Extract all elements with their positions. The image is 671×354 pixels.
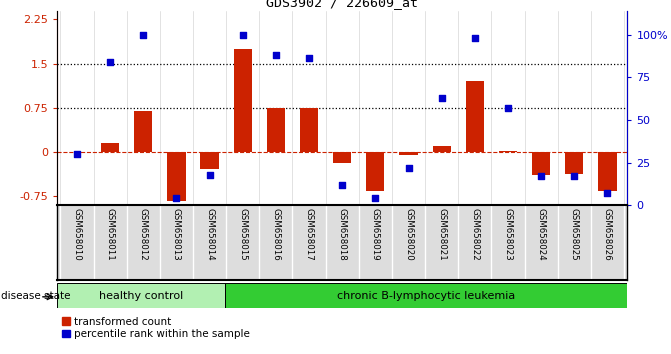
Text: GSM658017: GSM658017 — [305, 207, 313, 260]
Point — [238, 32, 248, 38]
Text: GSM658026: GSM658026 — [603, 207, 612, 260]
Bar — [366, 152, 384, 190]
Text: GSM658010: GSM658010 — [72, 207, 81, 260]
Point — [270, 52, 281, 58]
Point — [503, 105, 513, 111]
Title: GDS3902 / 226609_at: GDS3902 / 226609_at — [266, 0, 418, 10]
Text: GSM658014: GSM658014 — [205, 207, 214, 260]
Text: chronic B-lymphocytic leukemia: chronic B-lymphocytic leukemia — [337, 291, 515, 301]
Bar — [267, 108, 285, 152]
Bar — [599, 152, 617, 190]
Bar — [399, 152, 417, 155]
Point — [569, 173, 580, 179]
Text: disease state: disease state — [1, 291, 71, 301]
Text: GSM658021: GSM658021 — [437, 207, 446, 260]
Bar — [499, 151, 517, 152]
Point — [536, 173, 547, 179]
Point — [470, 35, 480, 41]
Bar — [433, 146, 451, 152]
Bar — [234, 49, 252, 152]
Point — [403, 165, 414, 171]
Text: GSM658012: GSM658012 — [139, 207, 148, 260]
Text: GSM658023: GSM658023 — [503, 207, 513, 260]
Text: GSM658020: GSM658020 — [404, 207, 413, 260]
Point — [105, 59, 115, 65]
Text: GSM658015: GSM658015 — [238, 207, 247, 260]
Point — [370, 196, 380, 201]
Bar — [134, 111, 152, 152]
Legend: transformed count, percentile rank within the sample: transformed count, percentile rank withi… — [62, 317, 250, 339]
Point — [204, 172, 215, 177]
Point — [337, 182, 348, 188]
Bar — [532, 152, 550, 175]
Point — [304, 56, 315, 61]
Point — [72, 151, 83, 157]
Bar — [167, 152, 185, 201]
Bar — [565, 152, 584, 174]
Text: GSM658024: GSM658024 — [537, 207, 546, 260]
Text: GSM658018: GSM658018 — [338, 207, 347, 260]
Text: GSM658019: GSM658019 — [371, 207, 380, 260]
Bar — [333, 152, 352, 163]
Bar — [225, 283, 627, 308]
Point — [171, 196, 182, 201]
Bar — [57, 283, 225, 308]
Point — [436, 95, 447, 101]
Point — [602, 190, 613, 196]
Text: GSM658016: GSM658016 — [271, 207, 280, 260]
Bar — [300, 108, 318, 152]
Text: healthy control: healthy control — [99, 291, 183, 301]
Point — [138, 32, 148, 38]
Bar — [201, 152, 219, 169]
Text: GSM658022: GSM658022 — [470, 207, 479, 260]
Text: GSM658025: GSM658025 — [570, 207, 579, 260]
Text: GSM658011: GSM658011 — [105, 207, 115, 260]
Bar — [101, 143, 119, 152]
Text: GSM658013: GSM658013 — [172, 207, 181, 260]
Bar — [466, 81, 484, 152]
